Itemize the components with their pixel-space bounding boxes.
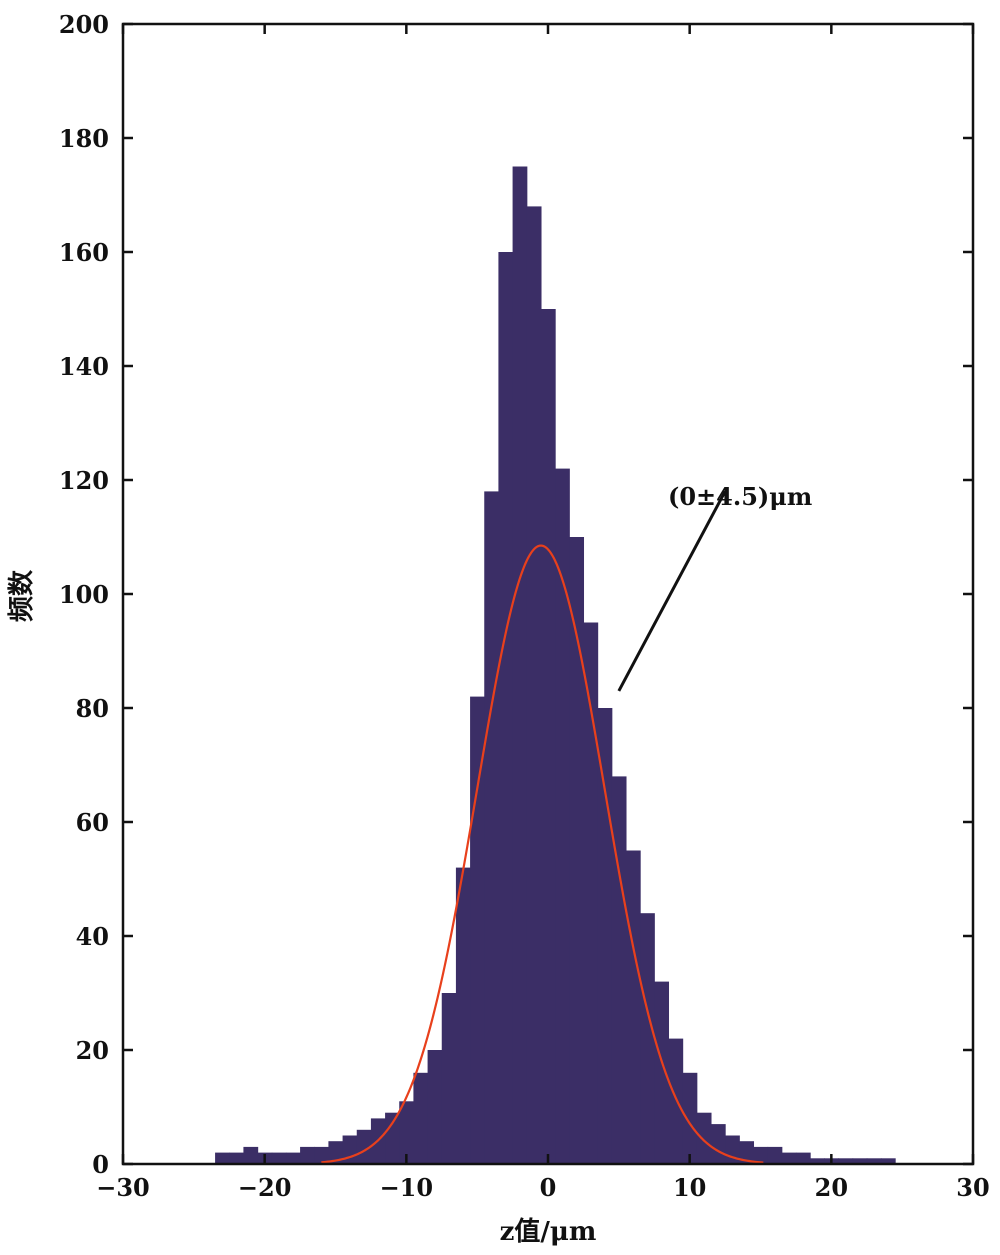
histogram-bar — [810, 1158, 825, 1164]
y-tick-label: 180 — [59, 124, 109, 153]
histogram-bar — [300, 1146, 315, 1164]
histogram-bar — [569, 537, 585, 1164]
histogram-bar — [484, 491, 500, 1164]
y-tick-label: 20 — [76, 1036, 109, 1065]
histogram-bar — [512, 166, 528, 1164]
histogram-bars — [215, 166, 896, 1165]
histogram-bar — [441, 993, 457, 1164]
histogram-bar — [625, 850, 641, 1164]
x-tick-label: 10 — [673, 1173, 706, 1202]
histogram-bar — [852, 1158, 868, 1164]
histogram-bar — [583, 622, 599, 1164]
annotation-leader-line — [617, 490, 727, 692]
histogram-bar — [767, 1146, 783, 1164]
histogram-bar — [526, 206, 542, 1164]
histogram-bar — [285, 1152, 301, 1164]
y-tick-label: 60 — [76, 808, 109, 837]
histogram-bar — [328, 1141, 344, 1164]
x-tick-label: −10 — [380, 1173, 434, 1202]
histogram-bar — [314, 1146, 330, 1164]
histogram-bar — [385, 1112, 400, 1164]
y-tick-label: 40 — [76, 922, 109, 951]
histogram-bar — [399, 1101, 415, 1164]
histogram-bar — [781, 1152, 797, 1164]
y-axis-title: 频数 — [7, 569, 37, 622]
x-tick-label: 0 — [540, 1173, 557, 1202]
histogram-bar — [229, 1152, 245, 1164]
histogram-bar — [215, 1152, 230, 1164]
y-tick-label: 140 — [59, 352, 109, 381]
histogram-bar — [271, 1152, 287, 1164]
y-tick-label: 120 — [59, 466, 109, 495]
histogram-bar — [540, 309, 556, 1164]
histogram-bar — [682, 1072, 698, 1164]
histogram-bar — [342, 1135, 358, 1164]
y-tick-label: 0 — [92, 1150, 109, 1179]
histogram-bar — [710, 1124, 726, 1164]
y-tick-label: 100 — [59, 580, 109, 609]
histogram-bar — [880, 1158, 896, 1164]
histogram-bar — [668, 1038, 684, 1164]
histogram-bar — [753, 1146, 769, 1164]
x-tick-label: 30 — [956, 1173, 989, 1202]
histogram-bar — [866, 1158, 882, 1164]
x-tick-label: −30 — [96, 1173, 150, 1202]
histogram-bar — [696, 1112, 712, 1164]
x-axis-title: z值/μm — [500, 1217, 597, 1247]
histogram-bar — [795, 1152, 811, 1164]
x-tick-label: −20 — [238, 1173, 292, 1202]
histogram-bar — [739, 1141, 755, 1164]
gaussian-fit-curve — [321, 544, 764, 1164]
histogram-bar — [838, 1158, 854, 1164]
y-axis-ticks: 0 20 40 60 80 100 120 140 160 180 200 — [59, 10, 973, 1179]
x-axis-ticks: −30 −20 −10 0 10 20 30 — [96, 24, 990, 1202]
y-tick-label: 80 — [76, 694, 109, 723]
histogram-bar — [455, 867, 471, 1164]
histogram-bar — [243, 1146, 259, 1164]
histogram-bar — [611, 776, 627, 1164]
histogram-bar — [427, 1050, 443, 1164]
histogram-bar — [470, 696, 485, 1164]
histogram-bar — [597, 708, 613, 1164]
y-tick-label: 200 — [59, 10, 109, 39]
histogram-bar — [498, 252, 514, 1164]
histogram-bar — [640, 913, 655, 1164]
y-tick-label: 160 — [59, 238, 109, 267]
histogram-bar — [413, 1072, 429, 1164]
annotation-label: (0±4.5)μm — [668, 482, 812, 511]
histogram-bar — [654, 981, 670, 1164]
x-tick-label: 20 — [815, 1173, 848, 1202]
histogram-bar — [555, 468, 570, 1165]
histogram-bar — [356, 1129, 372, 1164]
